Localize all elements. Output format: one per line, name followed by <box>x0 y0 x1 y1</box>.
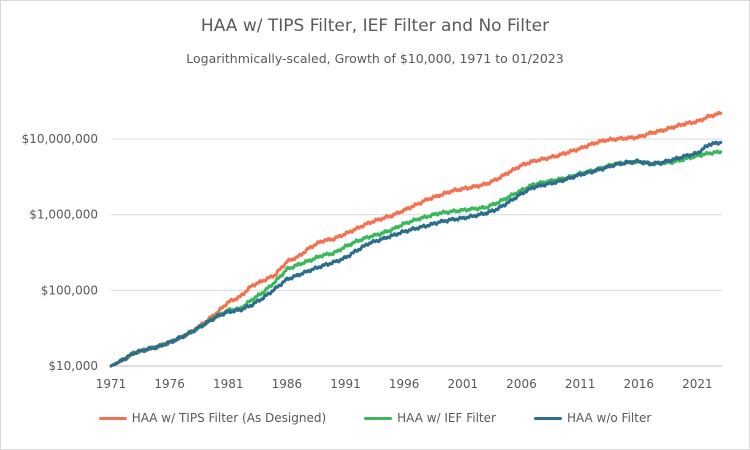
x-tick-label: 2016 <box>623 377 654 391</box>
legend-swatch <box>364 416 393 420</box>
x-tick-label: 2021 <box>682 377 713 391</box>
x-tick-label: 1991 <box>330 377 361 391</box>
legend-item: HAA w/ IEF Filter <box>364 408 496 428</box>
chart-title: HAA w/ TIPS Filter, IEF Filter and No Fi… <box>200 16 550 36</box>
series-line-1 <box>109 149 723 368</box>
gridlines <box>111 138 722 367</box>
legend-label: HAA w/ TIPS Filter (As Designed) <box>131 411 327 425</box>
y-tick-label: $10,000 <box>48 359 98 373</box>
legend-swatch <box>98 416 127 420</box>
x-tick-label: 1986 <box>272 377 303 391</box>
x-tick-label: 1981 <box>213 377 244 391</box>
x-tick-label: 2001 <box>448 377 479 391</box>
y-tick-label: $100,000 <box>41 283 98 297</box>
legend: HAA w/ TIPS Filter (As Designed) HAA w/ I… <box>0 408 750 428</box>
x-tick-label: 1996 <box>389 377 420 391</box>
y-axis: $10,000 $100,000 $1,000,000 $10,000,000 <box>22 132 98 373</box>
y-tick-label: $10,000,000 <box>22 132 98 146</box>
legend-label: HAA w/o Filter <box>566 411 652 425</box>
legend-swatch <box>533 416 562 420</box>
series-line-0 <box>109 110 723 368</box>
x-axis: 1971 1976 1981 1986 1991 1996 2001 2006 2011 2016… <box>96 377 713 391</box>
x-tick-label: 2011 <box>565 377 596 391</box>
legend-label: HAA w/ IEF Filter <box>397 411 496 425</box>
legend-item: HAA w/o Filter <box>533 408 652 428</box>
series-lines <box>109 110 723 368</box>
x-tick-label: 1971 <box>96 377 127 391</box>
x-tick-label: 2006 <box>506 377 537 391</box>
x-tick-label: 1976 <box>154 377 185 391</box>
legend-item: HAA w/ TIPS Filter (As Designed) <box>98 408 327 428</box>
series-line-2 <box>109 140 723 368</box>
y-tick-label: $1,000,000 <box>29 208 98 222</box>
chart-subtitle: Logarithmically-scaled, Growth of $10,00… <box>186 51 564 66</box>
